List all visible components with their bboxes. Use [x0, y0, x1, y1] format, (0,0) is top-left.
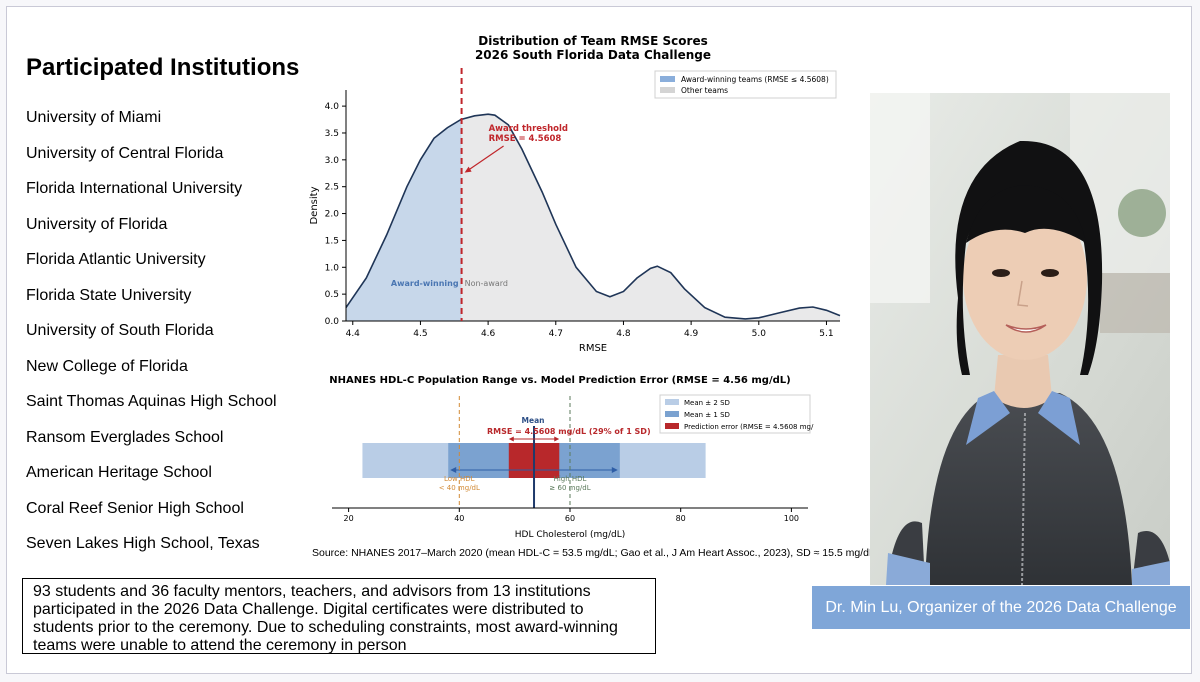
y-tick-label: 1.0	[325, 263, 340, 273]
reference-label: Low HDL	[444, 475, 475, 483]
institutions-list: University of Miami University of Central…	[26, 104, 277, 566]
award-area	[346, 119, 462, 321]
x-tick-label: 5.0	[752, 329, 767, 339]
summary-text: 93 students and 36 faculty mentors, teac…	[22, 578, 656, 654]
legend-swatch	[660, 76, 675, 82]
institution-item: New College of Florida	[26, 357, 188, 375]
x-tick-label: 5.1	[819, 329, 833, 339]
y-tick-label: 0.5	[325, 290, 339, 300]
institution-item: University of Miami	[26, 109, 162, 126]
chart-title: NHANES HDL-C Population Range vs. Model …	[329, 375, 790, 386]
density-curve	[345, 113, 841, 320]
y-tick-label: 0.0	[325, 317, 340, 327]
y-tick-label: 4.0	[325, 102, 340, 112]
institution-item: Florida International University	[26, 180, 243, 197]
y-tick-label: 2.5	[325, 183, 339, 193]
institution-item: University of South Florida	[26, 322, 214, 339]
legend-label: Mean ± 2 SD	[684, 399, 730, 407]
y-tick-label: 1.5	[325, 236, 339, 246]
institution-item: Florida State University	[26, 286, 192, 304]
photo-caption: Dr. Min Lu, Organizer of the 2026 Data C…	[812, 586, 1190, 629]
x-tick-label: 20	[344, 514, 354, 523]
x-tick-label: 4.6	[481, 329, 496, 339]
legend-label: Prediction error (RMSE = 4.5608 mg/	[684, 423, 814, 431]
institution-item: Saint Thomas Aquinas High School	[26, 393, 277, 410]
institution-item: Seven Lakes High School, Texas	[26, 535, 260, 552]
institutions-title: Participated Institutions	[26, 54, 300, 81]
chart-title: Distribution of Team RMSE Scores	[478, 34, 707, 48]
x-tick-label: 80	[676, 514, 686, 523]
x-tick-label: 4.5	[413, 329, 427, 339]
institution-item: Coral Reef Senior High School	[26, 499, 244, 517]
reference-label: < 40 mg/dL	[439, 484, 480, 492]
chart-subtitle: 2026 South Florida Data Challenge	[475, 48, 711, 62]
chart-legend	[659, 394, 811, 434]
annotation-arrowhead	[464, 166, 472, 173]
y-tick-label: 2.0	[325, 210, 340, 220]
legend-swatch	[665, 399, 679, 405]
threshold-annotation: Award threshold	[489, 124, 568, 134]
x-axis-label: RMSE	[579, 343, 607, 354]
threshold-annotation: RMSE = 4.5608	[489, 134, 562, 144]
legend-swatch	[665, 423, 679, 429]
sd-arrowhead	[611, 467, 618, 473]
x-tick-label: 40	[454, 514, 464, 523]
x-tick-label: 4.8	[616, 329, 631, 339]
y-tick-label: 3.0	[325, 156, 340, 166]
institution-item: Florida Atlantic University	[26, 251, 206, 268]
source-note: Source: NHANES 2017–March 2020 (mean HDL…	[312, 547, 878, 559]
institution-item: University of Florida	[26, 215, 168, 233]
x-tick-label: 4.9	[684, 329, 699, 339]
legend-label: Award-winning teams (RMSE ≤ 4.5608)	[681, 75, 829, 84]
legend-swatch	[660, 87, 675, 93]
award-region-label: Award-winning	[391, 279, 459, 288]
mean-label: Mean	[522, 416, 545, 425]
hdl-range-chart: NHANES HDL-C Population Range vs. Model …	[329, 375, 814, 540]
legend-swatch	[665, 411, 679, 417]
rmse-label: RMSE = 4.5608 mg/dL (29% of 1 SD)	[487, 427, 651, 436]
other-area	[461, 114, 840, 321]
institution-item: Ransom Everglades School	[26, 428, 224, 446]
error-arrowhead	[508, 436, 514, 442]
x-tick-label: 4.7	[549, 329, 563, 339]
organizer-photo	[870, 93, 1170, 585]
institution-item: American Heritage School	[26, 464, 212, 481]
x-tick-label: 60	[565, 514, 575, 523]
reference-label: High HDL	[554, 475, 587, 483]
chart-legend	[654, 70, 837, 99]
x-tick-label: 100	[784, 514, 799, 523]
annotation-arrow	[467, 145, 504, 172]
non-award-region-label: Non-award	[465, 279, 508, 288]
reference-label: ≥ 60 mg/dL	[549, 484, 590, 492]
sd-arrowhead	[450, 467, 457, 473]
y-axis-label: Density	[309, 186, 320, 224]
legend-label: Other teams	[681, 86, 728, 95]
y-tick-label: 3.5	[325, 129, 339, 139]
x-axis-label: HDL Cholesterol (mg/dL)	[515, 530, 626, 540]
x-tick-label: 4.4	[346, 329, 361, 339]
error-arrowhead	[554, 436, 560, 442]
institution-item: University of Central Florida	[26, 144, 224, 162]
legend-label: Mean ± 1 SD	[684, 411, 730, 419]
